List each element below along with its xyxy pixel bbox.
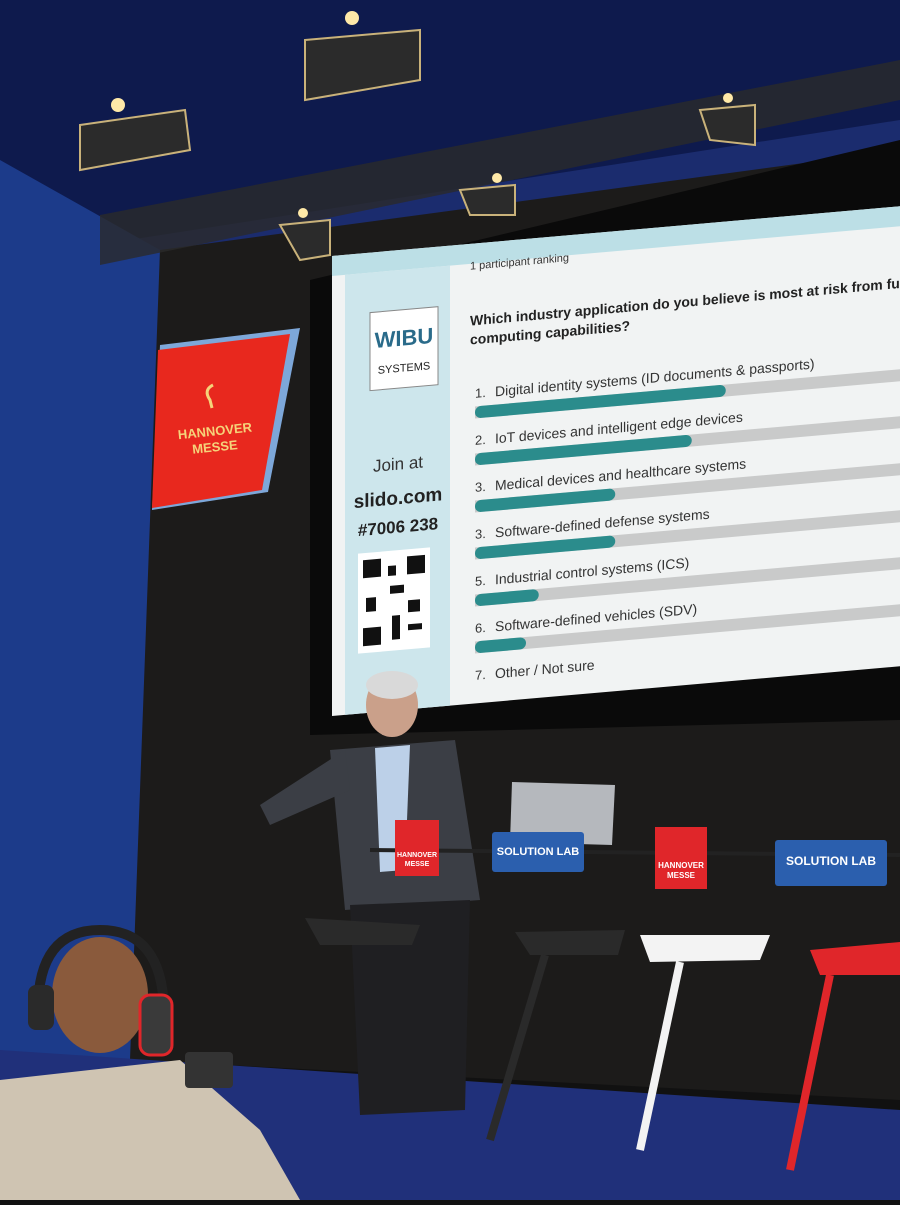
stool-leg bbox=[636, 961, 684, 1151]
rank-bar bbox=[475, 589, 539, 606]
qr-pattern bbox=[363, 554, 425, 647]
rank-number: 3. bbox=[475, 526, 486, 542]
rank-bar bbox=[475, 637, 526, 653]
stool bbox=[640, 935, 770, 962]
lab-sign bbox=[775, 840, 887, 886]
audience-member bbox=[0, 924, 300, 1200]
wall-sign bbox=[152, 334, 290, 508]
rank-bar bbox=[475, 488, 616, 512]
podium-sign-line: HANNOVER bbox=[397, 852, 437, 859]
lab-sign-text: SOLUTION LAB bbox=[497, 846, 580, 858]
stool-leg bbox=[786, 974, 834, 1171]
rank-bar bbox=[475, 434, 692, 465]
screen-topbar bbox=[332, 206, 900, 276]
logo-box bbox=[369, 306, 439, 392]
wall-sign-icon bbox=[205, 383, 214, 409]
podium-sign-line: MESSE bbox=[405, 861, 430, 868]
rank-number: 3. bbox=[475, 479, 486, 495]
stool bbox=[305, 918, 420, 945]
spotlights bbox=[79, 28, 756, 262]
lab-sign bbox=[492, 832, 584, 872]
stool bbox=[810, 942, 900, 975]
stool bbox=[515, 930, 625, 955]
side-wall bbox=[0, 160, 160, 1060]
podium-sign-line: MESSE bbox=[667, 871, 696, 880]
wall-sign-line: MESSE bbox=[191, 437, 238, 457]
logo-bottom: SYSTEMS bbox=[378, 360, 431, 377]
rank-bar bbox=[475, 535, 616, 559]
stool-leg bbox=[486, 953, 549, 1142]
rank-number: 6. bbox=[475, 620, 486, 636]
light-bulbs bbox=[111, 11, 733, 218]
screen: WIBU SYSTEMS Join at slido.com #7006 238… bbox=[332, 206, 900, 716]
join-text: Join at bbox=[373, 452, 423, 475]
podium-sign bbox=[395, 820, 439, 876]
laptop bbox=[510, 782, 615, 845]
screen-panel bbox=[332, 206, 900, 716]
rank-number: 1. bbox=[475, 385, 486, 401]
logo-top: WIBU bbox=[375, 323, 434, 353]
rank-number: 7. bbox=[475, 667, 486, 683]
podium-sign bbox=[655, 827, 707, 889]
lab-sign-text: SOLUTION LAB bbox=[786, 854, 876, 868]
podium-sign-line: HANNOVER bbox=[658, 861, 704, 870]
rank-number: 5. bbox=[475, 573, 486, 589]
rank-track bbox=[475, 557, 900, 607]
rank-bar bbox=[475, 384, 726, 418]
rank-track bbox=[475, 604, 900, 654]
rank-number: 2. bbox=[475, 432, 486, 448]
